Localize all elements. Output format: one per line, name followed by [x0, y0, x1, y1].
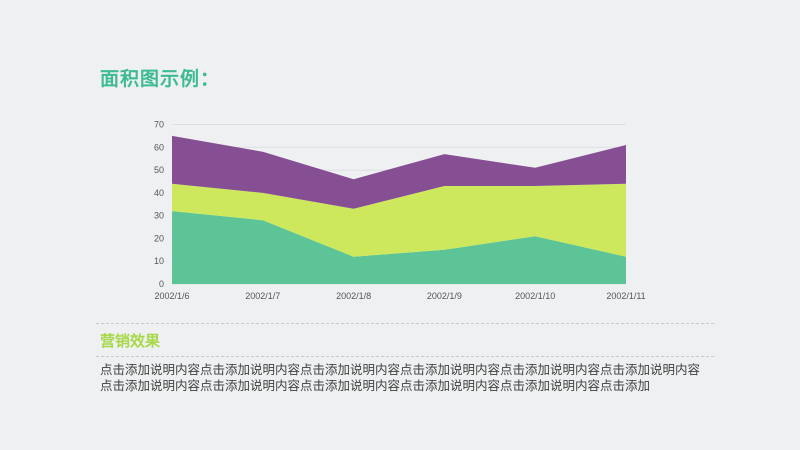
y-tick-label-5: 50 [154, 165, 164, 175]
x-tick-label-2: 2002/1/8 [336, 291, 371, 301]
x-tick-label-3: 2002/1/9 [427, 291, 462, 301]
y-tick-label-3: 30 [154, 211, 164, 221]
y-tick-label-1: 10 [154, 256, 164, 266]
y-tick-label-7: 70 [154, 120, 164, 130]
x-axis-ticks: 2002/1/6 2002/1/7 2002/1/8 2002/1/9 2002/1/1… [154, 291, 645, 301]
area-series-3 [172, 135, 626, 209]
section-title: 营销效果 [100, 332, 161, 350]
top-divider [96, 323, 714, 324]
area-series-2 [172, 183, 626, 257]
x-tick-label-1: 2002/1/7 [245, 291, 280, 301]
bottom-divider [96, 356, 714, 357]
x-tick-label-5: 2002/1/11 [606, 291, 645, 301]
y-axis-ticks: 0 10 20 30 40 50 60 70 [154, 120, 164, 290]
body-text: 点击添加说明内容点击添加说明内容点击添加说明内容点击添加说明内容点击添加说明内容… [100, 362, 701, 393]
y-tick-label-2: 20 [154, 233, 164, 243]
x-tick-label-0: 2002/1/6 [154, 291, 189, 301]
area-series-1 [172, 211, 626, 284]
page-title: 面积图示例： [100, 68, 221, 90]
y-tick-label-0: 0 [159, 279, 164, 289]
chart-areas [172, 135, 626, 284]
x-tick-label-4: 2002/1/10 [515, 291, 555, 301]
y-tick-label-4: 40 [154, 188, 164, 198]
y-tick-label-6: 60 [154, 142, 164, 152]
